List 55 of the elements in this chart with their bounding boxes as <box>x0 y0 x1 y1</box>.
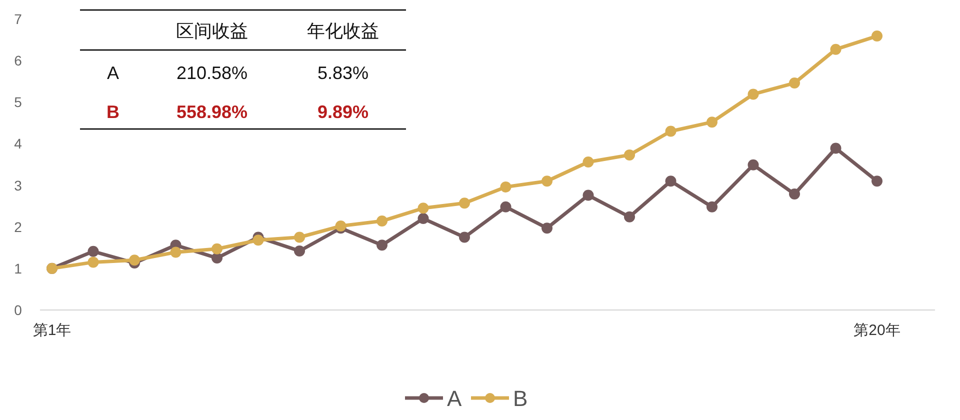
point <box>830 44 842 55</box>
point <box>748 159 759 170</box>
annotation: 558.98% <box>176 102 248 122</box>
annotation: 5.83% <box>317 63 369 83</box>
point <box>294 245 305 256</box>
point <box>459 232 470 243</box>
annotation: 年化收益 <box>307 21 379 41</box>
point <box>748 88 759 100</box>
point <box>542 222 552 234</box>
point <box>789 78 800 89</box>
annotation: 210.58% <box>176 63 248 83</box>
point <box>212 252 222 264</box>
point <box>294 232 305 243</box>
point <box>872 30 882 42</box>
point <box>582 190 594 201</box>
y-tick-label: 2 <box>14 218 22 235</box>
y-tick-label: 0 <box>14 302 22 318</box>
point <box>624 211 635 222</box>
point <box>624 149 635 160</box>
point <box>872 176 882 187</box>
point <box>88 246 99 257</box>
legend-label: A <box>447 386 462 411</box>
point <box>830 142 842 154</box>
y-tick-label: 3 <box>14 177 22 194</box>
point <box>500 201 512 212</box>
point <box>500 181 512 192</box>
point <box>542 176 552 187</box>
point <box>706 201 718 212</box>
y-tick-label: 4 <box>14 136 22 152</box>
annotation: 9.89% <box>317 102 369 122</box>
x-tick-label: 第1年 <box>32 322 72 339</box>
legend-label: B <box>513 386 528 411</box>
annotation: B <box>106 102 120 122</box>
point <box>418 202 429 214</box>
annotation: A <box>106 63 120 83</box>
point <box>252 234 264 246</box>
x-tick-label: 第20年 <box>854 322 900 339</box>
point <box>665 126 676 137</box>
annotation: 区间收益 <box>176 21 248 41</box>
point <box>376 216 388 227</box>
point <box>706 116 718 128</box>
point <box>129 254 140 266</box>
point <box>212 243 222 254</box>
y-tick-label: 5 <box>14 94 22 110</box>
point <box>170 246 182 258</box>
y-tick-label: 1 <box>14 260 22 276</box>
point <box>582 156 594 168</box>
point <box>789 188 800 200</box>
point <box>376 240 388 251</box>
point <box>665 176 676 187</box>
y-tick-label: 6 <box>14 52 22 69</box>
point <box>459 198 470 209</box>
y-tick-label: 7 <box>14 11 22 27</box>
point <box>418 213 429 224</box>
point <box>88 256 99 268</box>
